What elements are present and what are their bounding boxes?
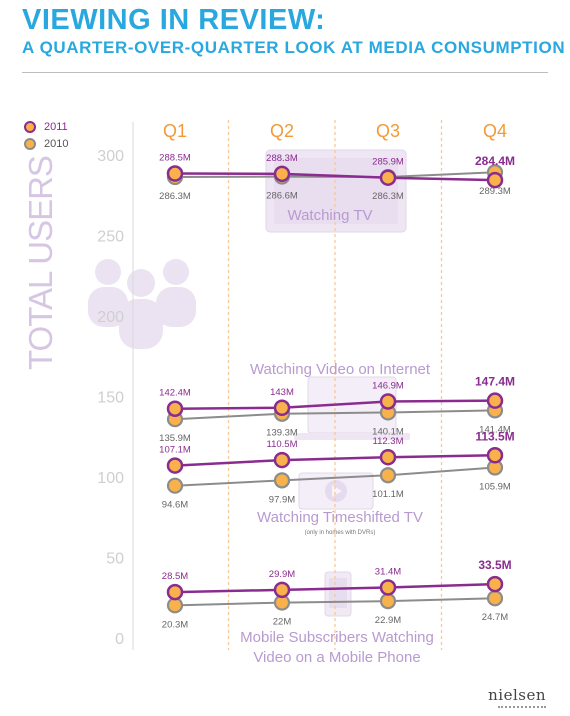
- data-label-2011: 28.5M: [162, 571, 188, 582]
- data-point-2011: [273, 165, 291, 183]
- data-label-2010: 22M: [273, 617, 292, 628]
- y-tick-label: 300: [97, 148, 124, 165]
- group-caption: Watching TV: [287, 207, 372, 224]
- group-caption: Watching Video on Internet: [250, 361, 431, 378]
- data-label-2010: 286.3M: [372, 191, 404, 202]
- quarter-label: Q4: [483, 121, 507, 141]
- data-point-2010: [379, 593, 397, 610]
- legend-marker-2011: [24, 121, 36, 133]
- series-line-2011: [174, 454, 496, 467]
- data-point-2011: [273, 451, 291, 469]
- quarter-label: Q2: [270, 121, 294, 141]
- y-tick-label: 100: [97, 470, 124, 487]
- data-label-2010: 20.3M: [162, 619, 188, 630]
- dvr-play-icon: [298, 472, 374, 510]
- data-label-2010: 141.4M: [479, 424, 511, 435]
- data-label-2011: 288.5M: [159, 153, 191, 164]
- data-point-2011: [166, 583, 184, 601]
- data-point-2011: [486, 171, 504, 189]
- legend-label-2010: 2010: [44, 138, 69, 150]
- series-line-2011: [174, 172, 496, 182]
- data-point-2011: [273, 399, 291, 417]
- y-tick-label: 50: [106, 551, 124, 568]
- legend-marker-2010: [24, 138, 36, 150]
- series-line-2011: [174, 399, 496, 410]
- data-point-2011: [486, 575, 504, 593]
- legend-item-2010: 2010: [24, 138, 68, 150]
- series-line-2010: [174, 597, 496, 607]
- data-label-2011: 112.3M: [373, 436, 404, 447]
- data-label-2010: 101.1M: [372, 489, 404, 500]
- series-line-2010: [174, 466, 496, 487]
- data-label-2010: 139.3M: [266, 428, 298, 439]
- data-label-2011: 29.9M: [269, 569, 295, 580]
- group-note: (only in homes with DVRs): [305, 530, 376, 536]
- data-point-2011: [273, 581, 291, 599]
- data-label-2011: 107.1M: [159, 445, 191, 456]
- data-point-2010: [486, 590, 504, 607]
- data-label-2011: 142.4M: [159, 388, 191, 399]
- legend-label-2011: 2011: [44, 121, 68, 133]
- data-label-2011: 143M: [270, 387, 294, 398]
- data-label-2011: 113.5M: [475, 429, 514, 443]
- data-label-2011: 284.4M: [475, 154, 515, 168]
- data-label-2011: 288.3M: [266, 153, 298, 164]
- logo-underline: [498, 704, 546, 708]
- data-label-2011: 146.9M: [372, 380, 404, 391]
- data-point-2011: [379, 448, 397, 466]
- quarter-label: Q3: [376, 121, 400, 141]
- data-label-2010: 140.1M: [372, 426, 404, 437]
- data-label-2010: 97.9M: [269, 494, 295, 505]
- data-label-2011: 33.5M: [478, 558, 511, 572]
- laptop-icon: [294, 376, 410, 440]
- data-point-2011: [379, 393, 397, 410]
- y-tick-label: 250: [97, 229, 124, 246]
- data-label-2010: 286.3M: [159, 191, 191, 202]
- data-label-2010: 105.9M: [479, 482, 511, 493]
- series-line-2010: [174, 409, 496, 421]
- y-tick-label: 200: [97, 309, 124, 326]
- data-label-2010: 286.6M: [266, 191, 298, 202]
- data-label-2011: 31.4M: [375, 566, 401, 577]
- page-subtitle: A QUARTER-OVER-QUARTER LOOK AT MEDIA CON…: [22, 38, 566, 57]
- data-point-2011: [379, 579, 397, 596]
- data-label-2010: 289.3M: [479, 186, 511, 197]
- group-caption: Watching Timeshifted TV: [257, 509, 423, 526]
- mobile-phone-icon: [324, 571, 352, 617]
- group-caption: Video on a Mobile Phone: [253, 649, 420, 666]
- data-point-2011: [486, 392, 504, 409]
- y-tick-label: 150: [97, 390, 124, 407]
- legend-item-2011: 2011: [24, 121, 68, 133]
- y-tick-label: 0: [115, 631, 124, 648]
- data-point-2010: [166, 597, 184, 614]
- data-label-2010: 94.6M: [162, 500, 188, 511]
- data-label-2010: 135.9M: [159, 433, 191, 444]
- data-point-2011: [166, 400, 184, 417]
- data-label-2010: 22.9M: [375, 615, 401, 626]
- group-caption: Mobile Subscribers Watching: [240, 629, 434, 646]
- data-point-2011: [486, 447, 504, 464]
- data-point-2011: [379, 169, 397, 186]
- series-line-2011: [174, 582, 496, 594]
- people-icon: [88, 259, 196, 349]
- data-label-2011: 285.9M: [372, 157, 404, 168]
- data-point-2010: [166, 477, 184, 494]
- tv-icon: [265, 149, 407, 233]
- data-point-2011: [166, 165, 184, 182]
- data-label-2011: 110.5M: [267, 439, 298, 450]
- data-label-2010: 24.7M: [482, 612, 508, 623]
- nielsen-logo: nielsen: [488, 686, 546, 704]
- quarter-label: Q1: [163, 121, 187, 141]
- data-label-2011: 147.4M: [475, 375, 515, 389]
- data-point-2010: [273, 472, 291, 489]
- page-title: VIEWING IN REVIEW:: [22, 4, 326, 36]
- data-point-2010: [379, 467, 397, 484]
- data-point-2011: [166, 457, 184, 474]
- title-divider: [22, 72, 548, 73]
